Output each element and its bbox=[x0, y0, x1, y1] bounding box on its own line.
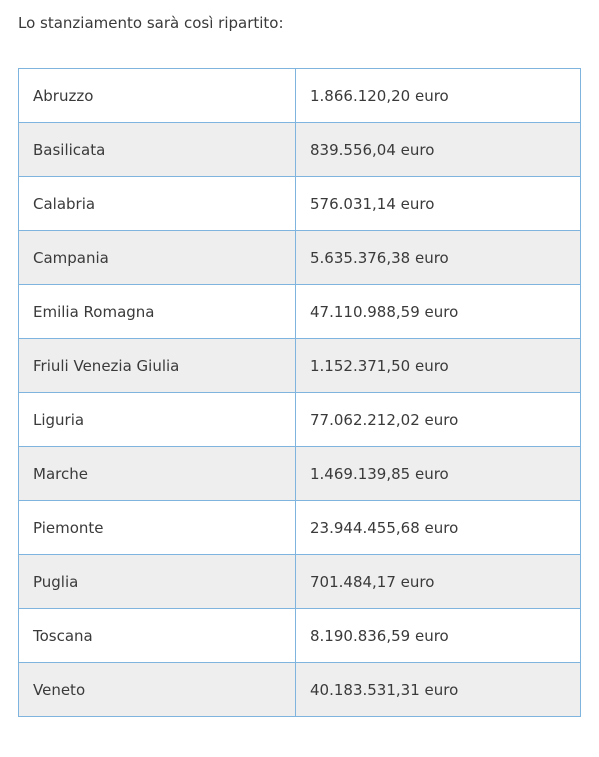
region-cell: Emilia Romagna bbox=[18, 284, 296, 339]
region-cell: Abruzzo bbox=[18, 68, 296, 123]
table-row: Puglia 701.484,17 euro bbox=[18, 554, 581, 609]
amount-cell: 5.635.376,38 euro bbox=[295, 230, 581, 285]
region-cell: Piemonte bbox=[18, 500, 296, 555]
region-cell: Liguria bbox=[18, 392, 296, 447]
amount-cell: 8.190.836,59 euro bbox=[295, 608, 581, 663]
table-row: Marche 1.469.139,85 euro bbox=[18, 446, 581, 501]
region-cell: Campania bbox=[18, 230, 296, 285]
intro-text: Lo stanziamento sarà così ripartito: bbox=[18, 14, 284, 32]
table-row: Liguria 77.062.212,02 euro bbox=[18, 392, 581, 447]
region-cell: Puglia bbox=[18, 554, 296, 609]
region-cell: Marche bbox=[18, 446, 296, 501]
amount-cell: 1.152.371,50 euro bbox=[295, 338, 581, 393]
table-row: Friuli Venezia Giulia 1.152.371,50 euro bbox=[18, 338, 581, 393]
region-cell: Friuli Venezia Giulia bbox=[18, 338, 296, 393]
allocation-table: Abruzzo 1.866.120,20 euro Basilicata 839… bbox=[18, 68, 581, 717]
amount-cell: 47.110.988,59 euro bbox=[295, 284, 581, 339]
table-row: Veneto 40.183.531,31 euro bbox=[18, 662, 581, 717]
table-row: Calabria 576.031,14 euro bbox=[18, 176, 581, 231]
table-row: Abruzzo 1.866.120,20 euro bbox=[18, 68, 581, 123]
amount-cell: 1.866.120,20 euro bbox=[295, 68, 581, 123]
amount-cell: 40.183.531,31 euro bbox=[295, 662, 581, 717]
table-row: Toscana 8.190.836,59 euro bbox=[18, 608, 581, 663]
amount-cell: 1.469.139,85 euro bbox=[295, 446, 581, 501]
amount-cell: 23.944.455,68 euro bbox=[295, 500, 581, 555]
amount-cell: 77.062.212,02 euro bbox=[295, 392, 581, 447]
table-row: Piemonte 23.944.455,68 euro bbox=[18, 500, 581, 555]
table-row: Basilicata 839.556,04 euro bbox=[18, 122, 581, 177]
region-cell: Toscana bbox=[18, 608, 296, 663]
region-cell: Basilicata bbox=[18, 122, 296, 177]
amount-cell: 839.556,04 euro bbox=[295, 122, 581, 177]
table-row: Campania 5.635.376,38 euro bbox=[18, 230, 581, 285]
amount-cell: 701.484,17 euro bbox=[295, 554, 581, 609]
table-row: Emilia Romagna 47.110.988,59 euro bbox=[18, 284, 581, 339]
region-cell: Calabria bbox=[18, 176, 296, 231]
amount-cell: 576.031,14 euro bbox=[295, 176, 581, 231]
region-cell: Veneto bbox=[18, 662, 296, 717]
